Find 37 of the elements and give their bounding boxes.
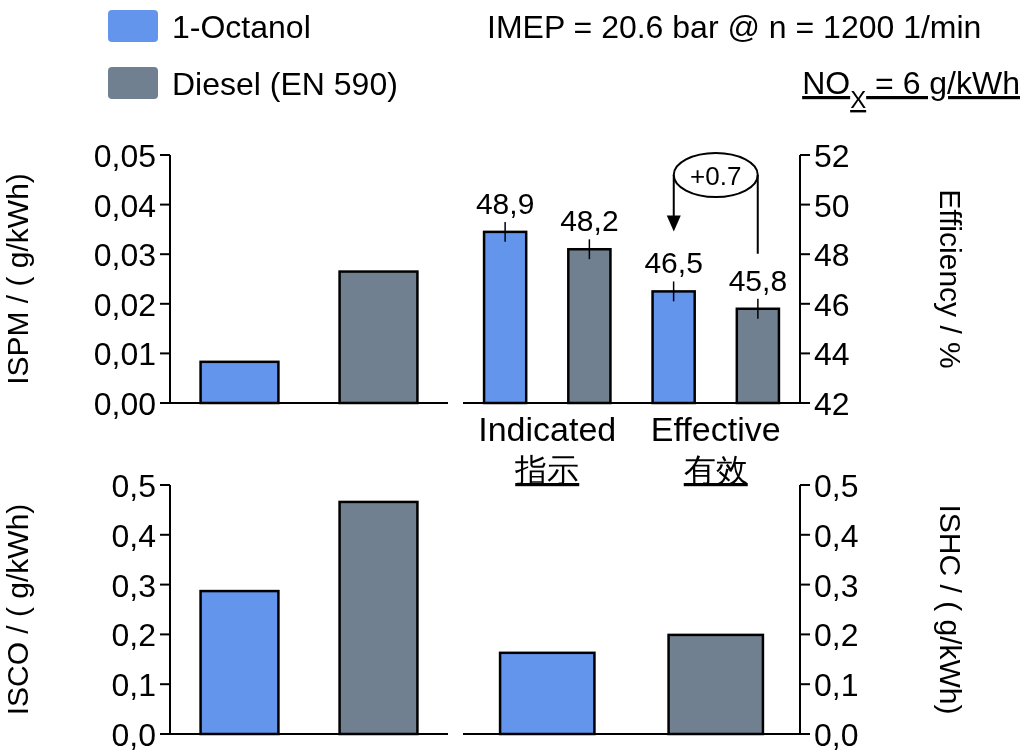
- data-label: 48,9: [475, 186, 535, 220]
- y-tick-label: 0,05: [93, 138, 156, 174]
- chart-title: IMEP = 20.6 bar @ n = 1200 1/min: [487, 9, 982, 45]
- y-axis-title: ISHC / ( g/kWh): [934, 504, 967, 715]
- y-tick-label: 0,0: [111, 717, 156, 753]
- y-tick-label: 44: [814, 336, 850, 373]
- y-tick-label: 0,4: [111, 517, 156, 554]
- legend-label: 1-Octanol: [172, 9, 311, 45]
- y-tick-label: 0,1: [111, 667, 156, 704]
- y-tick-label: 42: [814, 386, 850, 422]
- y-tick-label: 0,03: [93, 237, 156, 274]
- y-axis-title: ISCO / ( g/kWh): [1, 503, 34, 716]
- y-axis-title: ISPM / ( g/kWh): [1, 173, 34, 385]
- y-tick-label: 0,4: [814, 517, 859, 554]
- y-tick-label: 52: [814, 138, 850, 174]
- y-tick-label: 48: [814, 237, 850, 274]
- y-tick-label: 0,0: [814, 717, 859, 753]
- y-tick-label: 46: [814, 286, 850, 323]
- annotation: +0.7: [690, 161, 742, 191]
- y-tick-label: 0,2: [814, 617, 859, 654]
- y-tick-label: 0,3: [111, 567, 156, 604]
- y-tick-label: 50: [814, 187, 850, 224]
- data-label: 46,5: [644, 246, 703, 280]
- legend-label: Diesel (EN 590): [172, 66, 398, 102]
- y-tick-label: 0,02: [93, 286, 156, 323]
- y-tick-label: 0,5: [111, 468, 156, 504]
- y-tick-label: 0,5: [814, 468, 859, 504]
- text: NO$_{X}$ = 6 g/kWh: [802, 65, 1020, 113]
- y-axis-title: Efficiency / %: [934, 189, 967, 369]
- y-tick-label: 0,3: [814, 567, 859, 604]
- y-tick-label: 0,1: [814, 667, 859, 704]
- y-tick-label: 0,00: [93, 386, 156, 422]
- y-tick-label: 0,2: [111, 617, 156, 654]
- data-label: 48,2: [560, 204, 619, 238]
- data-label: 45,8: [728, 263, 788, 297]
- y-tick-label: 0,01: [93, 336, 156, 373]
- y-tick-label: 0,04: [93, 187, 156, 224]
